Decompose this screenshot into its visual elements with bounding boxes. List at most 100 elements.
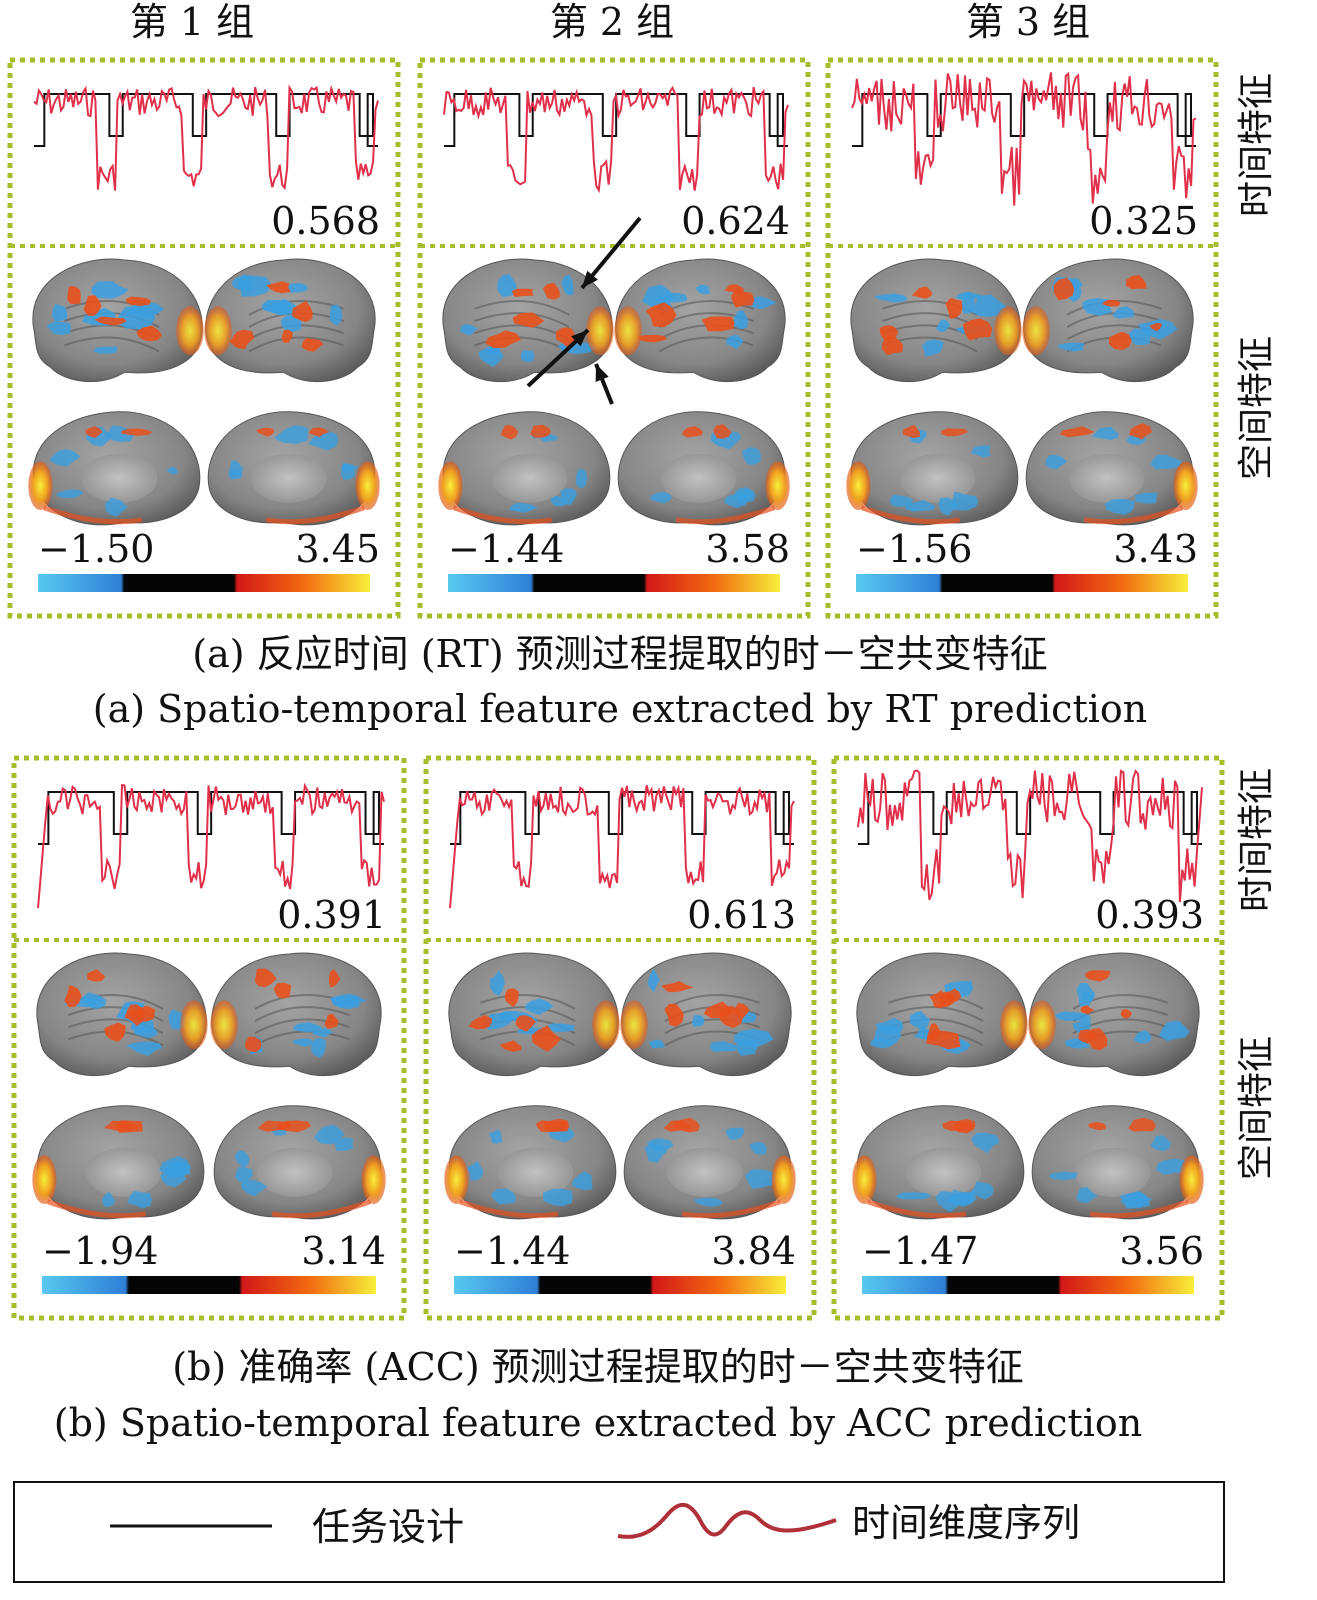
lateral-left-brain-orange-cluster xyxy=(125,296,152,306)
lateral-left-brain-blue-cluster xyxy=(874,1025,902,1046)
lateral-right-brain-blue-cluster xyxy=(1055,1011,1091,1021)
arrow-head xyxy=(595,364,609,382)
lateral-right-brain-orange-cluster xyxy=(701,316,735,332)
lateral-left-brain-orange-cluster xyxy=(94,316,127,326)
correlation-value: 0.568 xyxy=(271,199,380,243)
medial-right-brain-blue-cluster xyxy=(724,493,748,509)
medial-right-brain-ventral-cluster xyxy=(675,505,776,525)
medial-right-brain-blue-cluster xyxy=(1105,498,1135,515)
medial-right-brain-blue-cluster xyxy=(1135,492,1158,504)
colorbar xyxy=(856,574,1188,592)
medial-right-brain-medial-wall xyxy=(1068,453,1145,503)
medial-left-brain-blue-cluster xyxy=(905,500,936,512)
medial-left-brain-orange-cluster xyxy=(940,428,969,437)
lateral-left-brain-blue-cluster xyxy=(922,339,944,357)
lateral-left-brain-blue-cluster xyxy=(116,306,156,330)
colorbar xyxy=(862,1276,1194,1294)
correlation-value: 0.613 xyxy=(687,893,796,937)
medial-left-brain-blue-cluster xyxy=(102,1191,116,1207)
medial-left-brain-ventral-cluster xyxy=(452,505,553,525)
medial-right-brain-blue-cluster xyxy=(313,1124,345,1145)
task-design-trace xyxy=(444,93,788,147)
medial-left-brain-ventral-cluster xyxy=(866,1199,967,1219)
lateral-left-brain-orange-cluster xyxy=(939,991,955,1008)
medial-left-brain-occipital-pole xyxy=(846,461,871,511)
medial-right-brain-blue-cluster xyxy=(341,463,356,480)
lateral-left-brain-blue-cluster xyxy=(561,274,574,296)
medial-left-brain-ventral-cluster xyxy=(42,505,143,525)
lateral-right-brain-sulcus xyxy=(248,336,344,353)
lateral-left-brain-sulcus xyxy=(68,1018,164,1035)
medial-right-brain-occipital-pole xyxy=(1173,461,1198,511)
panel_b-group-1: 0.391 −1.94 3.14 xyxy=(11,755,407,1321)
medial-right-brain-blue-cluster xyxy=(333,1137,354,1151)
colorbar-min-label: −1.44 xyxy=(448,527,564,571)
medial-right-brain-blue-cluster xyxy=(1049,1171,1078,1180)
caption-b-en: (b) Spatio-temporal feature extracted by… xyxy=(54,1401,1142,1445)
column-header-2: 第 2 组 xyxy=(550,0,674,44)
lateral-right-brain-orange-cluster xyxy=(731,290,755,308)
colorbar-min-label: −1.47 xyxy=(862,1229,978,1273)
medial-right-brain-ventral-cluster xyxy=(1083,505,1184,525)
lateral-left-brain-orange-cluster xyxy=(505,988,519,1007)
panel_b-group-3: 0.393 −1.47 3.56 xyxy=(831,755,1225,1321)
lateral-right-brain-orange-cluster xyxy=(1149,322,1162,332)
lateral-left-brain-orange-cluster xyxy=(468,1015,492,1030)
colorbar xyxy=(42,1276,376,1294)
task-design-trace xyxy=(858,791,1202,845)
lateral-left-brain-orange-cluster xyxy=(104,1022,126,1042)
lateral-left-brain-blue-cluster xyxy=(490,970,505,997)
medial-left-brain-blue-cluster xyxy=(571,1171,593,1190)
medial-right-brain-medial-wall xyxy=(660,453,737,503)
medial-left-brain-ventral-cluster xyxy=(860,505,961,525)
medial-left-brain-blue-cluster xyxy=(127,1191,152,1209)
medial-right-brain-occipital-pole xyxy=(355,461,380,511)
lateral-left-brain-orange-cluster xyxy=(543,282,560,300)
group-frame xyxy=(423,755,817,1321)
lateral-left-brain-blue-cluster xyxy=(46,321,72,335)
medial-left-brain-orange-cluster xyxy=(530,424,551,438)
medial-right-brain-blue-cluster xyxy=(644,1143,668,1163)
lateral-left-brain-sulcus xyxy=(474,299,570,316)
medial-left-brain-blue-cluster xyxy=(49,449,81,467)
lateral-left-brain-orange-cluster xyxy=(136,325,162,342)
medial-right-brain-orange-cluster xyxy=(713,424,732,439)
colorbar-max-label: 3.43 xyxy=(1113,527,1198,571)
group-frame xyxy=(831,755,1225,1321)
medial-right-brain-orange-cluster xyxy=(1059,426,1095,438)
group-frame xyxy=(11,755,407,1321)
medial-right-brain-blue-cluster xyxy=(1076,1187,1098,1204)
lateral-right-brain-sulcus xyxy=(1066,312,1162,328)
lateral-right-brain-orange-cluster xyxy=(1126,275,1147,290)
lateral-right-brain-occipital-pole xyxy=(204,306,232,356)
lateral-right-brain-orange-cluster xyxy=(324,1013,339,1029)
lateral-right-brain-sulcus xyxy=(254,1006,350,1022)
lateral-left-brain-orange-cluster xyxy=(882,336,904,356)
colorbar xyxy=(454,1276,786,1294)
lateral-left-brain-orange-cluster xyxy=(512,312,545,328)
lateral-right-brain-orange-cluster xyxy=(645,302,677,328)
colorbar-min-label: −1.50 xyxy=(38,527,154,571)
colorbar-min-label: −1.94 xyxy=(42,1229,158,1273)
lateral-right-brain-orange-cluster xyxy=(266,281,291,294)
lateral-left-brain-sulcus xyxy=(480,993,576,1010)
colorbar xyxy=(38,574,370,592)
lateral-left-brain-surface xyxy=(850,258,1021,383)
lateral-left-brain-orange-cluster xyxy=(87,969,106,982)
medial-left-brain-blue-cluster xyxy=(466,1161,484,1181)
task-design-trace xyxy=(34,93,378,147)
colorbar-max-label: 3.45 xyxy=(295,527,380,571)
medial-left-brain-blue-cluster xyxy=(889,494,914,507)
medial-left-brain-blue-cluster xyxy=(163,1160,192,1174)
lateral-right-brain-orange-cluster xyxy=(734,1003,750,1018)
lateral-right-brain-surface xyxy=(211,952,382,1077)
lateral-right-brain-orange-cluster xyxy=(292,300,313,323)
panel_b-group-2: 0.613 −1.44 3.84 xyxy=(423,755,817,1321)
medial-right-brain-orange-cluster xyxy=(309,427,330,437)
lateral-left-brain-occipital-pole xyxy=(586,306,614,356)
lateral-right-brain-blue-cluster xyxy=(237,274,272,297)
lateral-left-brain-blue-cluster xyxy=(524,998,554,1015)
medial-right-brain-blue-cluster xyxy=(725,1127,745,1140)
lateral-left-brain-blue-cluster xyxy=(82,992,107,1009)
medial-left-brain-blue-cluster xyxy=(896,1192,932,1200)
